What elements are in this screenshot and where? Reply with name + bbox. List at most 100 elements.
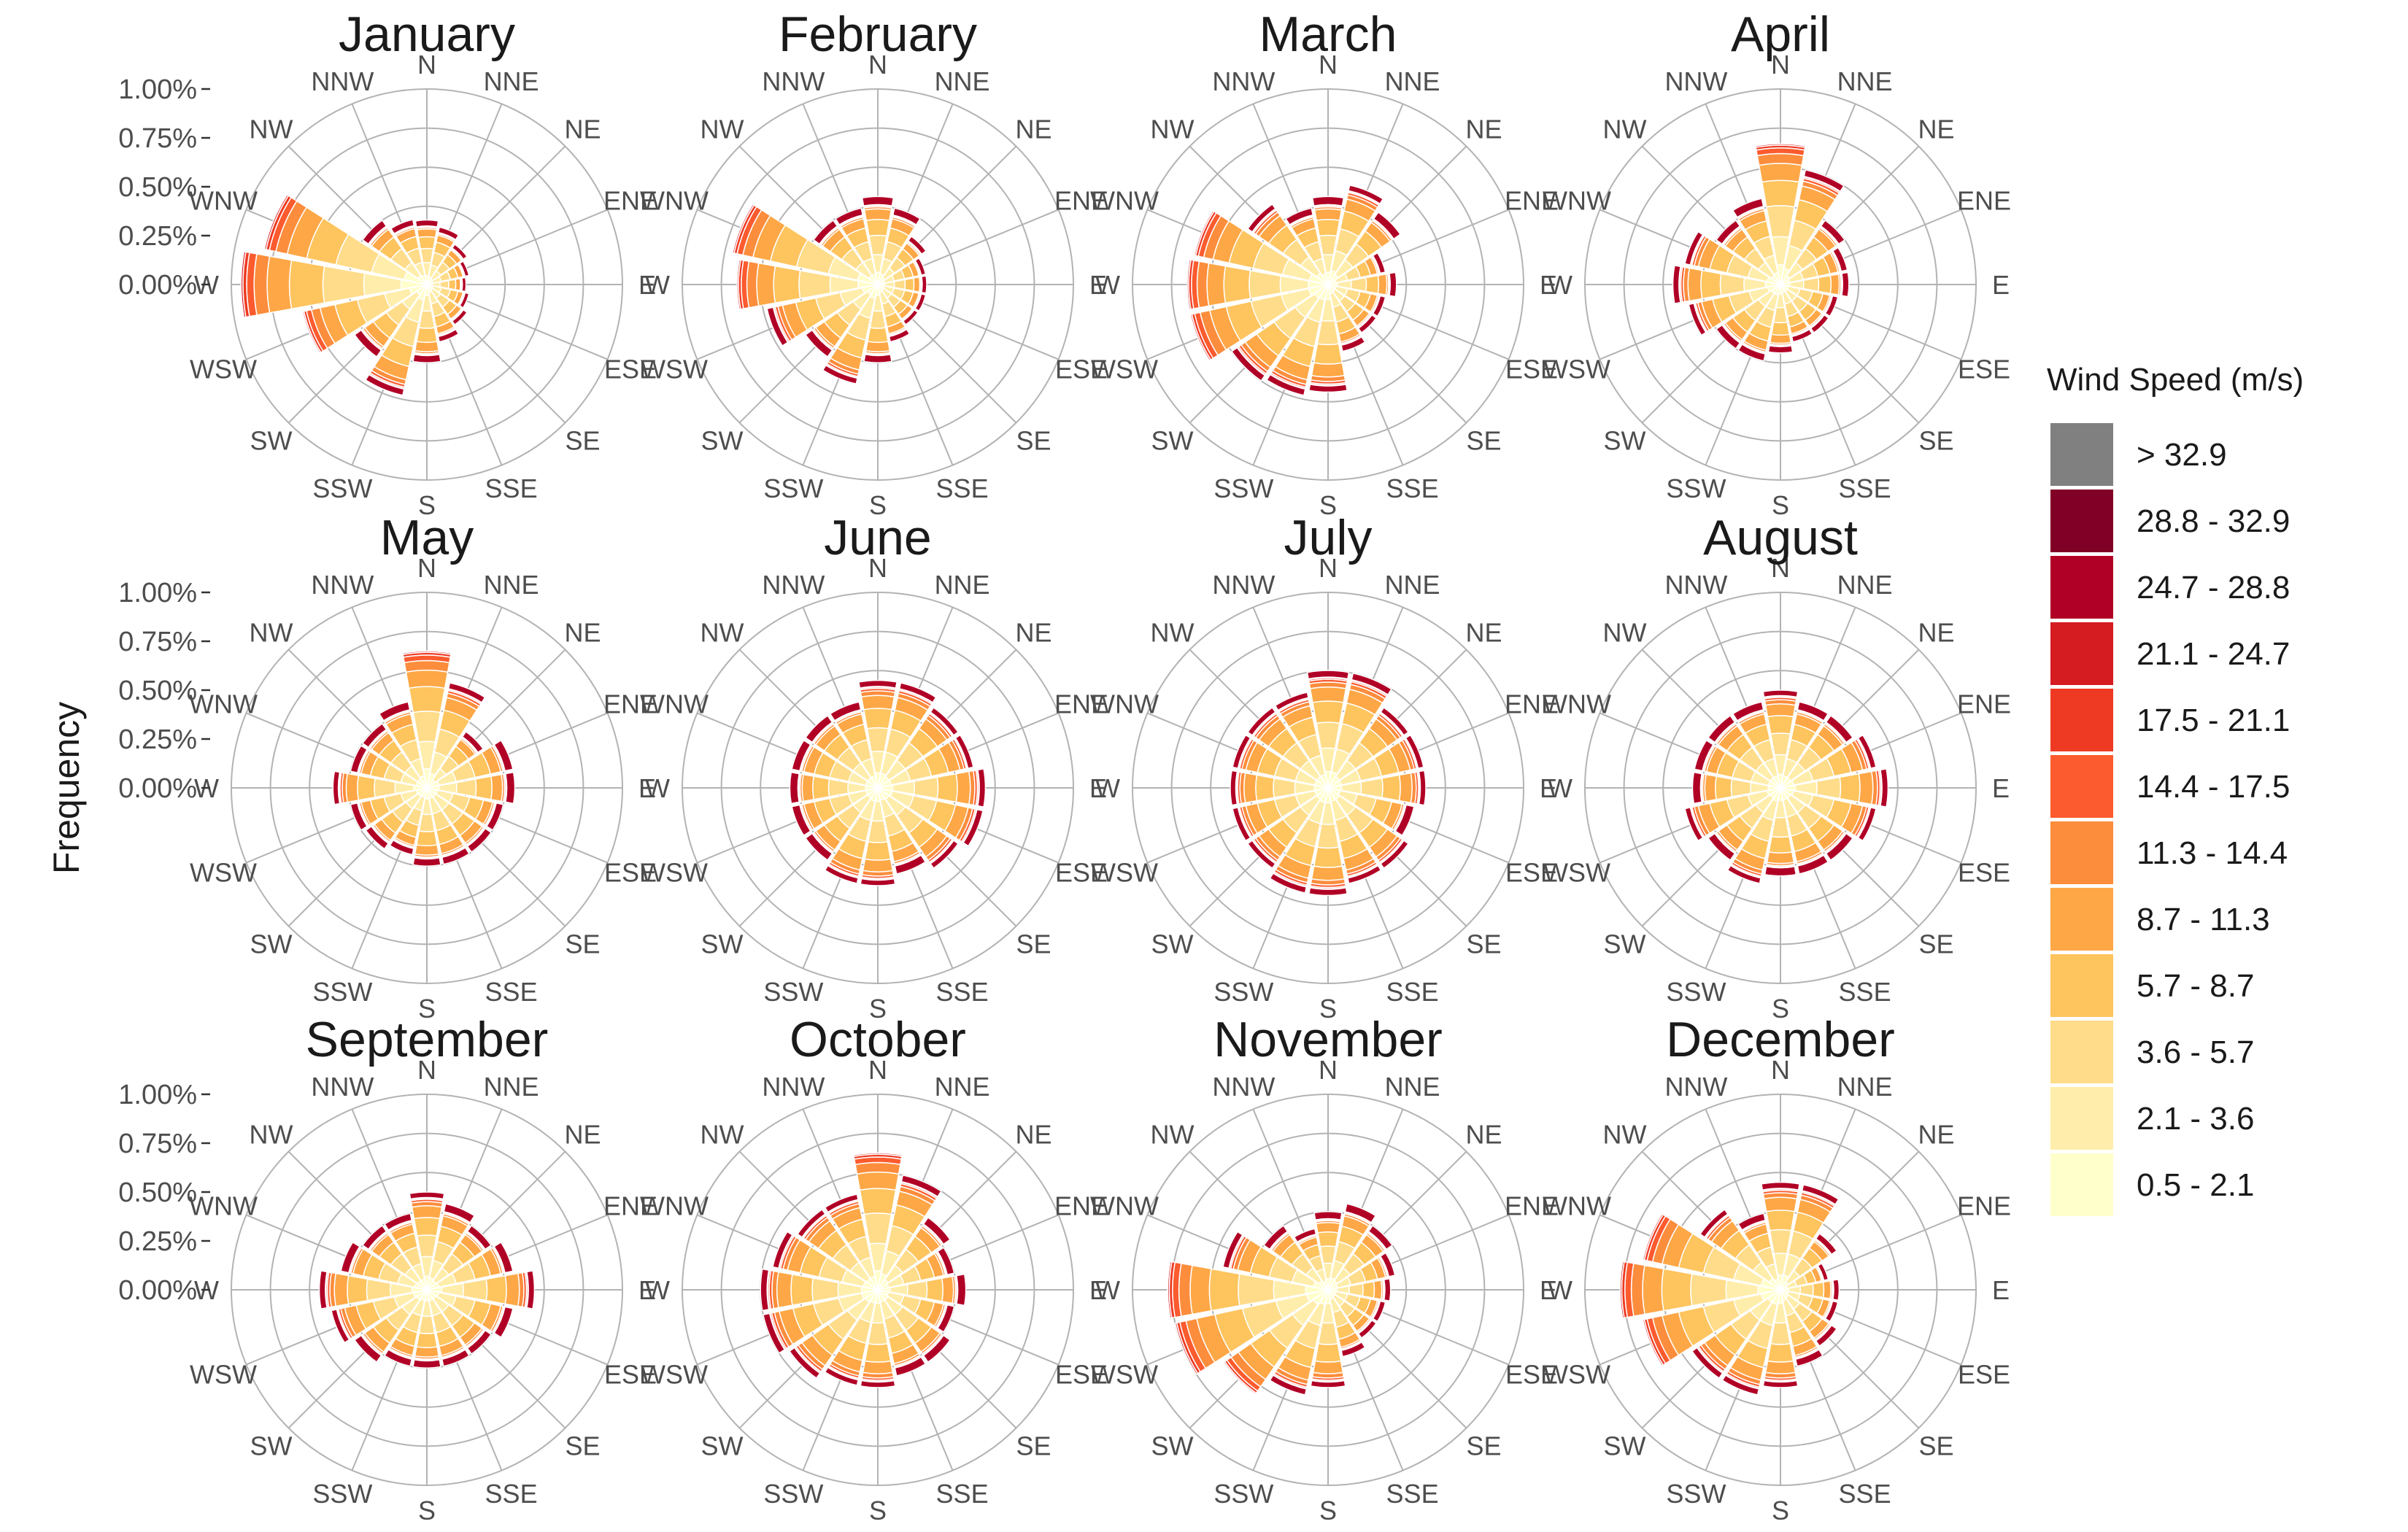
legend: Wind Speed (m/s) > 32.9 28.8 - 32.9 24.7 -…	[2047, 362, 2304, 1216]
direction-label: WNW	[640, 689, 709, 719]
bar-segment	[441, 846, 470, 865]
panel-title: July	[1284, 510, 1373, 565]
bar-segment	[1285, 207, 1314, 226]
bar-segment	[1269, 1374, 1308, 1396]
bar-segment	[466, 1329, 493, 1355]
legend-label: 11.3 - 14.4	[2137, 835, 2288, 871]
bar-segment	[1772, 306, 1788, 324]
direction-label: WNW	[189, 185, 258, 215]
bar-segment	[1372, 295, 1386, 317]
wind-rose-february: N NNE NE ENE E ESE SE SSE S SSW SW WSW W WNW NW NNW Febr…	[640, 7, 1108, 520]
bar-segment	[1313, 846, 1343, 868]
bar-segment	[1394, 804, 1415, 837]
direction-label: W	[1548, 270, 1572, 300]
bar-segment	[867, 1321, 889, 1345]
bar-segment	[854, 1161, 901, 1175]
bar-segment	[1243, 772, 1258, 804]
direction-label: SSE	[1386, 977, 1439, 1007]
bar-segment	[936, 1304, 955, 1333]
bar-segment	[1230, 347, 1266, 382]
direction-label: SE	[566, 426, 601, 456]
bar-segment	[401, 650, 452, 656]
direction-label: NE	[1918, 114, 1955, 144]
bar-segment	[760, 1268, 770, 1312]
direction-label: NE	[1016, 1119, 1052, 1149]
bar-segment	[866, 727, 890, 753]
bar-segment	[1770, 1321, 1791, 1345]
direction-label: SSW	[763, 977, 823, 1007]
bar-segment	[384, 1348, 413, 1367]
direction-label: E	[1089, 1275, 1107, 1305]
direction-label: WNW	[640, 185, 709, 215]
bar-segment	[867, 327, 889, 344]
bar-segment	[1189, 1264, 1212, 1315]
bar-segment	[1715, 219, 1741, 245]
direction-label: SSW	[1213, 1479, 1273, 1509]
bar-segment	[490, 773, 503, 802]
bar-segment	[1174, 1322, 1199, 1375]
bar-segment	[417, 236, 436, 250]
direction-label: ENE	[1054, 185, 1108, 215]
direction-label: WSW	[641, 1360, 708, 1390]
bar-segment	[526, 1270, 536, 1309]
bar-segment	[1311, 865, 1346, 881]
direction-label: SW	[1603, 929, 1645, 959]
direction-label: E	[638, 773, 656, 803]
direction-label: NW	[1602, 114, 1646, 144]
direction-label: NNE	[484, 1072, 539, 1102]
direction-label: ESE	[1505, 1360, 1558, 1390]
legend-label: 28.8 - 32.9	[2137, 503, 2290, 539]
direction-label: NW	[1602, 617, 1646, 647]
direction-label: W	[1095, 773, 1120, 803]
direction-label: ENE	[1505, 689, 1559, 719]
bar-segment	[1765, 205, 1796, 239]
direction-label: WSW	[1091, 355, 1158, 384]
bar-segment	[860, 1380, 896, 1388]
bar-segment	[1372, 1300, 1386, 1323]
bar-segment	[936, 773, 958, 803]
bar-segment	[868, 234, 887, 256]
bar-segment	[405, 669, 449, 689]
panel-title: February	[779, 7, 977, 62]
bar-segment	[418, 1315, 436, 1334]
direction-label: ENE	[1957, 689, 2011, 719]
direction-label: WSW	[1543, 1360, 1610, 1390]
legend-swatch	[2050, 423, 2113, 486]
direction-label: NNE	[484, 66, 539, 96]
bar-segment	[1690, 1273, 1728, 1307]
bar-segment	[955, 770, 971, 805]
bar-segment	[1820, 219, 1846, 245]
bar-segment	[894, 854, 927, 875]
bar-segment	[864, 1342, 892, 1363]
bar-segment	[1274, 692, 1309, 711]
bar-segment	[1377, 273, 1388, 296]
bar-segment	[811, 1277, 840, 1302]
bar-segment	[892, 207, 921, 226]
bar-segment	[1340, 336, 1366, 352]
bar-segment	[1684, 807, 1704, 842]
bar-segment	[977, 768, 987, 808]
bar-segment	[466, 1224, 493, 1250]
bar-segment	[1389, 271, 1397, 298]
bar-segment	[1880, 768, 1889, 808]
direction-label: SW	[701, 426, 743, 456]
bar-segment	[266, 255, 293, 314]
direction-label: NE	[1466, 617, 1502, 647]
direction-label: NNE	[935, 570, 990, 600]
legend-label: 21.1 - 24.7	[2137, 636, 2290, 672]
panel-title: April	[1731, 7, 1830, 62]
bar-segment	[447, 682, 486, 703]
direction-label: SSE	[936, 977, 989, 1007]
bar-segment	[345, 773, 360, 803]
bar-segment	[1232, 734, 1251, 769]
bar-segment	[505, 771, 516, 805]
bar-segment	[1754, 143, 1807, 148]
bar-segment	[1732, 198, 1764, 218]
direction-label: S	[418, 994, 436, 1024]
direction-label: WNW	[189, 689, 258, 719]
bar-segment	[340, 1241, 360, 1274]
bar-segment	[824, 864, 859, 884]
bar-segment	[418, 310, 436, 329]
direction-label: NNW	[1664, 66, 1727, 96]
bar-segment	[1383, 1277, 1392, 1302]
